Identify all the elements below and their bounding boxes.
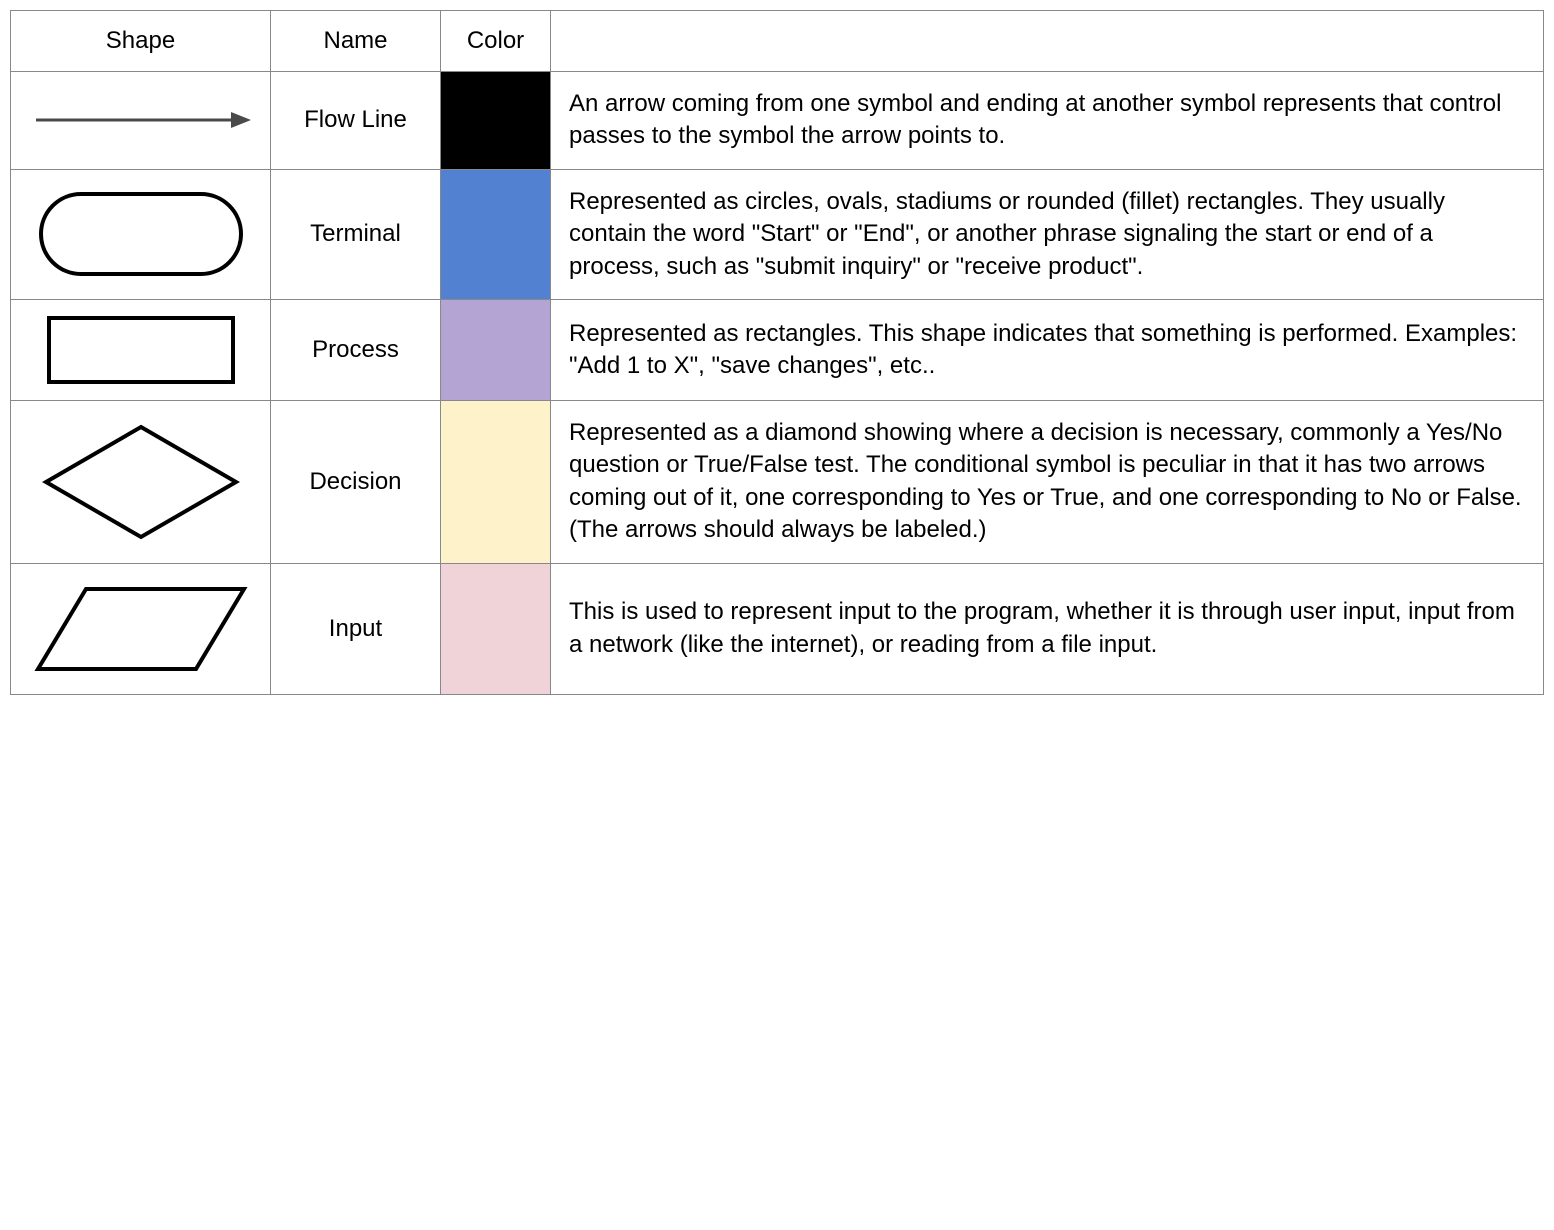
diamond-shape-icon (11, 400, 271, 563)
color-swatch (441, 169, 551, 299)
column-header-color: Color (441, 11, 551, 72)
shape-name: Process (271, 299, 441, 400)
shape-name: Terminal (271, 169, 441, 299)
parallelogram-shape-icon (11, 563, 271, 694)
column-header-shape: Shape (11, 11, 271, 72)
table-row: Input This is used to represent input to … (11, 563, 1544, 694)
color-swatch (441, 72, 551, 170)
table-row: Decision Represented as a diamond showing… (11, 400, 1544, 563)
table-row: Flow Line An arrow coming from one symbol… (11, 72, 1544, 170)
table-header-row: Shape Name Color (11, 11, 1544, 72)
stadium-shape-icon (11, 169, 271, 299)
flowchart-shapes-table: Shape Name Color Flow Line An arrow comin… (10, 10, 1544, 695)
shape-description: Represented as circles, ovals, stadiums … (551, 169, 1544, 299)
arrow-shape-icon (11, 72, 271, 170)
color-swatch (441, 400, 551, 563)
shape-description: An arrow coming from one symbol and endi… (551, 72, 1544, 170)
shape-description: Represented as rectangles. This shape in… (551, 299, 1544, 400)
column-header-name: Name (271, 11, 441, 72)
shape-description: Represented as a diamond showing where a… (551, 400, 1544, 563)
shape-description: This is used to represent input to the p… (551, 563, 1544, 694)
table-row: Terminal Represented as circles, ovals, s… (11, 169, 1544, 299)
shape-name: Input (271, 563, 441, 694)
shape-name: Decision (271, 400, 441, 563)
shape-name: Flow Line (271, 72, 441, 170)
column-header-description (551, 11, 1544, 72)
table-row: Process Represented as rectangles. This s… (11, 299, 1544, 400)
rectangle-shape-icon (11, 299, 271, 400)
color-swatch (441, 299, 551, 400)
color-swatch (441, 563, 551, 694)
